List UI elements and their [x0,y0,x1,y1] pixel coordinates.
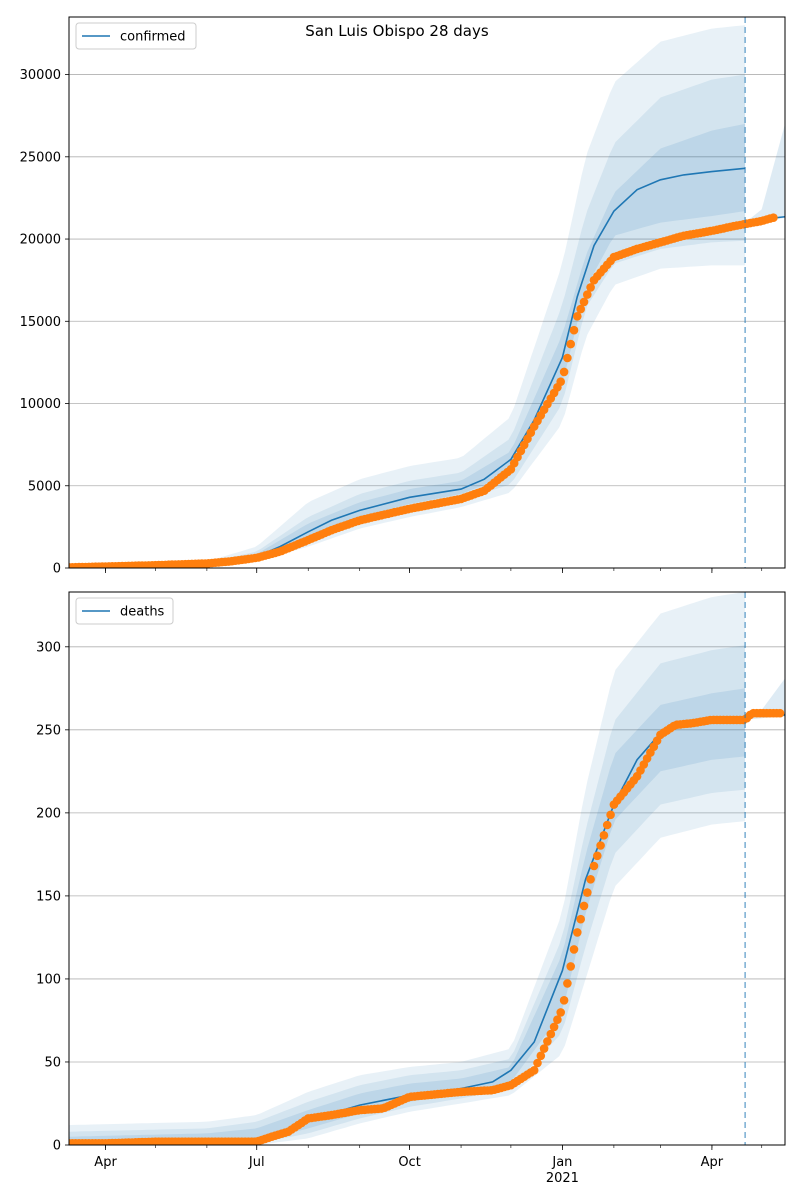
y-tick-label: 300 [36,640,61,655]
uncertainty-band [69,592,746,1145]
observed-point [589,861,599,871]
uncertainty-band [69,25,746,568]
y-tick-label: 100 [36,972,61,987]
y-tick-label: 30000 [20,68,61,83]
observed-point [563,353,572,363]
figure-title: San Luis Obispo 28 days [305,22,489,40]
observed-point [583,290,592,299]
y-tick-label: 15000 [20,315,61,330]
observed-point [553,1015,562,1024]
legend: deaths [75,597,174,625]
legend: confirmed [75,22,197,50]
legend-label: confirmed [120,30,186,45]
observed-point [539,1044,549,1053]
observed-point [593,851,602,861]
y-tick-label: 50 [44,1055,61,1070]
observed-point [579,901,589,911]
observed-point [573,928,582,937]
observed-point [533,1058,542,1068]
observed-point [775,708,785,718]
uncertainty-band [69,645,746,1145]
x-tick-label: Jul [248,1155,265,1170]
legend-label: deaths [120,605,165,620]
observed-point [546,1029,556,1039]
observed-point [602,820,612,830]
axes-frame [68,591,786,1146]
y-tick-label: 0 [53,562,61,577]
y-tick-label: 5000 [28,479,61,494]
uncertainty-band [69,74,746,568]
y-tick-label: 25000 [20,150,61,165]
observed-point [596,841,605,850]
observed-point [536,1051,546,1061]
observed-point [599,831,609,840]
confirmed-panel: 0 5000 10000 15000 20000 25000 30000 confirmed [20,16,786,577]
y-tick-label: 250 [36,723,61,738]
observed-point [556,377,565,387]
observed-point [566,339,575,349]
observed-point [559,367,569,377]
observed-point [549,1022,559,1032]
observed-point [583,888,592,897]
observed-point [569,325,579,335]
observed-point [586,875,595,884]
y-tick-label: 10000 [20,397,61,412]
plot-area [69,25,785,568]
x-tick-sublabel: 2021 [546,1171,579,1186]
legend-box [75,22,197,50]
observed-point [576,304,585,314]
observed-point [529,1066,539,1075]
y-tick-label: 0 [53,1139,61,1154]
observed-point [586,283,595,292]
observed-point [569,945,579,954]
tail-band [745,123,785,226]
observed-point [576,914,585,924]
observed-point [573,312,582,321]
y-tick-label: 20000 [20,233,61,248]
axes-frame [68,16,786,569]
y-tick-label: 200 [36,806,61,821]
observed-point [769,213,778,222]
observed-point [579,297,589,307]
x-tick-label: Oct [398,1155,420,1170]
plot-area [69,592,785,1145]
observed-point [566,962,575,971]
uncertainty-band [69,123,746,568]
observed-point [563,979,572,988]
x-tick-label: Jan [551,1155,572,1170]
observed-point [559,996,569,1005]
observed-point [606,810,615,820]
x-tick-label: Apr [701,1155,724,1170]
x-tick-label: Apr [94,1155,117,1170]
observed-point [543,1037,552,1046]
legend-box [75,597,174,625]
observed-point [556,1008,565,1017]
y-tick-label: 150 [36,889,61,904]
uncertainty-band [69,688,746,1145]
